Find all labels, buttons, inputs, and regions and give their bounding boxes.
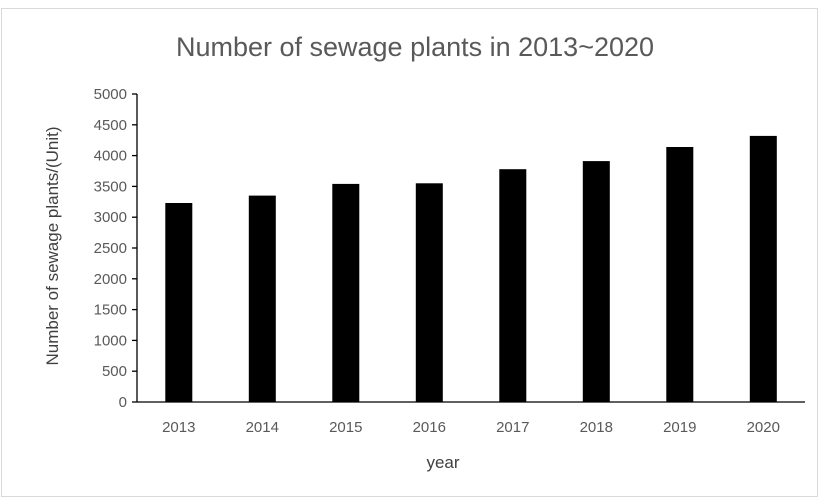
bar-2020 <box>749 135 777 402</box>
y-tick-label: 2000 <box>94 271 127 288</box>
x-tick-label: 2020 <box>747 419 780 436</box>
x-tick-label: 2013 <box>162 419 195 436</box>
y-tick-label: 3500 <box>94 178 127 195</box>
bars <box>165 135 777 402</box>
x-tick-label: 2015 <box>329 419 362 436</box>
x-axis-label: year <box>426 453 459 472</box>
chart-title: Number of sewage plants in 2013~2020 <box>176 32 654 62</box>
bar-2014 <box>248 195 276 402</box>
x-tick-label: 2019 <box>663 419 696 436</box>
y-tick-label: 4500 <box>94 117 127 134</box>
bar-2018 <box>582 161 610 402</box>
y-tick-label: 1000 <box>94 332 127 349</box>
x-tick-label: 2016 <box>413 419 446 436</box>
bar-2019 <box>666 147 694 402</box>
x-tick-label: 2017 <box>496 419 529 436</box>
x-axis: 2013 2014 2015 2016 2017 2018 2019 2020 <box>162 419 780 436</box>
y-tick-label: 0 <box>119 394 127 411</box>
y-tick-label: 3000 <box>94 209 127 226</box>
y-axis-label: Number of sewage plants/(Unit) <box>43 126 62 365</box>
y-tick-label: 500 <box>102 363 127 380</box>
bar-2013 <box>165 203 193 402</box>
x-tick-label: 2018 <box>580 419 613 436</box>
y-tick-label: 2500 <box>94 240 127 257</box>
x-tick-label: 2014 <box>246 419 279 436</box>
bar-2015 <box>332 183 360 402</box>
y-axis: 0 500 1000 1500 2000 2500 3000 3500 4000 4500 5000 <box>94 86 137 411</box>
y-tick-label: 4000 <box>94 148 127 165</box>
y-tick-label: 5000 <box>94 86 127 103</box>
y-tick-label: 1500 <box>94 302 127 319</box>
bar-2016 <box>415 183 443 402</box>
bar-2017 <box>499 169 527 402</box>
